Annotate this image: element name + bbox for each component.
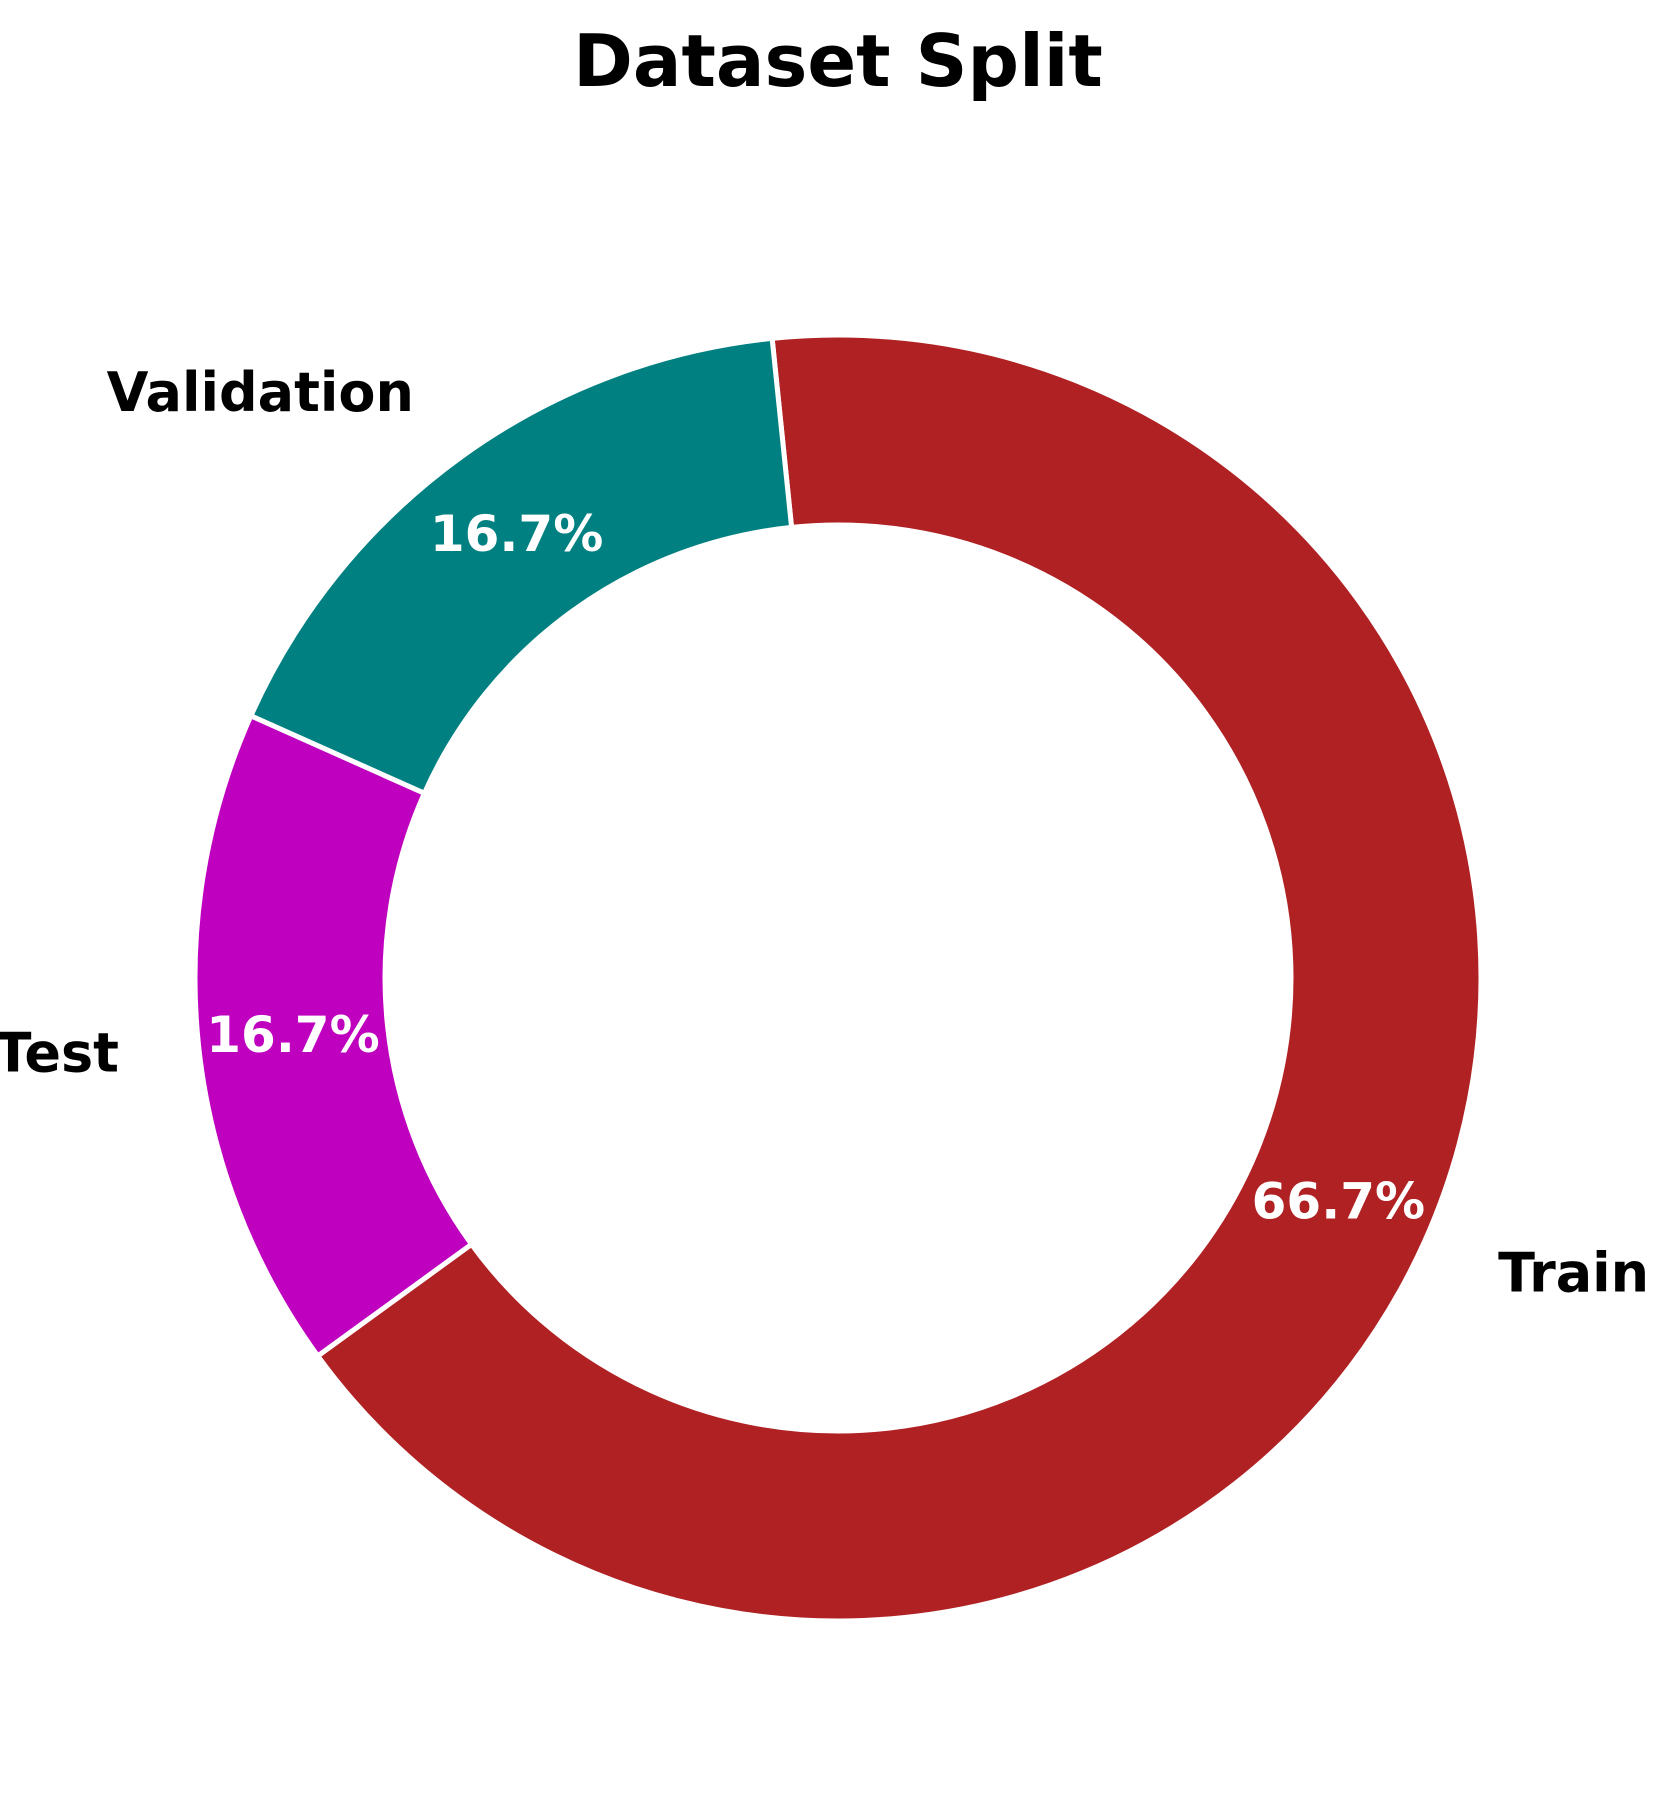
chart-title: Dataset Split [573,19,1103,103]
pct-label-validation: 16.7% [430,505,603,563]
labels-layer: 66.7% Train 16.7% Validation 16.7% Test [0,361,1649,1304]
pct-label-test: 16.7% [206,1006,379,1064]
slice-validation [247,335,795,797]
pct-label-train: 66.7% [1252,1172,1425,1230]
slice-train [314,332,1484,1624]
category-label-train: Train [1498,1241,1649,1304]
category-label-validation: Validation [107,361,414,424]
slice-test [192,712,476,1360]
category-label-test: Test [0,1022,119,1085]
slices-layer [192,332,1484,1624]
